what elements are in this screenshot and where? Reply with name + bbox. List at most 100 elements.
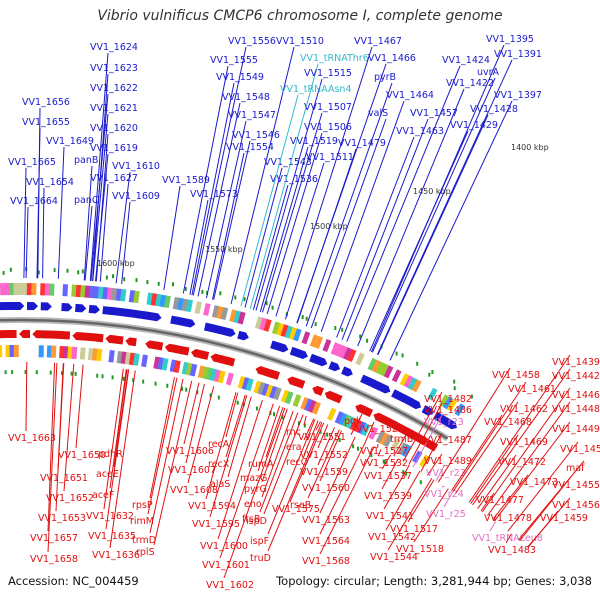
reverse-gene-arrow (426, 441, 439, 452)
label-connector (103, 368, 124, 510)
cog-tile (314, 335, 323, 349)
top-gene-label: VV1_1623 (90, 63, 138, 74)
cog-tile (173, 360, 181, 373)
top-gene-label: VV1_1422 (446, 78, 494, 89)
feature-tick (66, 268, 69, 273)
label-connector (443, 491, 454, 508)
cog-tile (273, 387, 282, 401)
feature-tick (35, 370, 38, 375)
feature-tick (357, 446, 359, 451)
top-gene-label: VV1_1506 (304, 122, 352, 133)
reverse-gene-arrow (52, 330, 64, 340)
top-gene-label: VV1_1467 (354, 36, 402, 47)
cog-tile (263, 318, 272, 332)
cog-tile (80, 285, 87, 298)
feature-tick (370, 453, 373, 458)
forward-gene-arrow (13, 301, 25, 311)
cog-tile (9, 344, 15, 358)
top-gene-label: pyrB (374, 72, 396, 83)
label-connector (149, 377, 175, 499)
reverse-gene-arrow (125, 337, 137, 347)
top-gene-label: VV1_1664 (10, 196, 58, 207)
reverse-gene-arrow (92, 333, 104, 343)
cog-tile (0, 345, 3, 358)
map-title: Vibrio vulnificus CMCP6 chromosome I, co… (97, 8, 503, 24)
bottom-gene-label: VV1_1632 (86, 511, 134, 522)
feature-tick (326, 432, 329, 437)
cog-tile (205, 367, 214, 381)
label-connector (319, 436, 356, 514)
bottom-gene-label: ispD (246, 516, 267, 527)
cog-tile (407, 377, 418, 391)
cog-tile (75, 284, 82, 298)
cog-tile (355, 352, 365, 366)
feature-tick (428, 372, 431, 377)
cog-tile (330, 342, 340, 356)
label-connector (296, 148, 357, 324)
label-connector (265, 407, 284, 458)
top-gene-label: VV1_1609 (112, 191, 160, 202)
cog-tile (213, 369, 222, 383)
reverse-gene-arrow (39, 330, 51, 339)
bottom-gene-label: VV1_1439 (552, 357, 600, 368)
cog-tile (194, 301, 202, 314)
bottom-gene-label: VV1_1552 (300, 450, 348, 461)
bottom-gene-label: VV1_1446 (552, 390, 600, 401)
feature-tick (298, 421, 300, 426)
reverse-gene-arrow (45, 330, 57, 339)
label-connector (441, 485, 445, 488)
feature-tick (236, 400, 239, 405)
label-connector (364, 421, 375, 442)
cog-tile (133, 290, 140, 304)
label-connector (319, 441, 367, 535)
feature-tick (383, 460, 386, 465)
label-connector (393, 431, 409, 457)
reverse-gene-arrow (330, 393, 343, 404)
cog-tile (253, 380, 262, 394)
cog-tile (379, 363, 390, 377)
cog-tile (237, 375, 246, 389)
cog-tile (229, 309, 238, 323)
feature-tick (416, 361, 419, 366)
cog-tile (338, 412, 348, 426)
feature-tick (382, 459, 385, 464)
cog-tile (265, 384, 274, 398)
label-connector (227, 396, 252, 478)
cog-tile (368, 426, 379, 440)
label-connector (303, 420, 319, 456)
cog-tile (71, 284, 77, 297)
cog-tile (26, 283, 32, 296)
cog-tile (411, 379, 422, 393)
label-connector (261, 410, 294, 498)
bottom-gene-label: VV1_r23 (426, 468, 466, 479)
bottom-gene-label: VV1_1461 (508, 384, 556, 395)
reverse-gene-arrow (5, 329, 17, 339)
label-connector (219, 403, 274, 559)
feature-tick (111, 375, 114, 380)
label-connector (341, 118, 429, 340)
feature-tick (341, 327, 344, 332)
reverse-gene-arrow (223, 356, 236, 367)
cog-tile (4, 283, 10, 296)
bottom-gene-label: VV1_1468 (484, 417, 532, 428)
label-connector (350, 413, 363, 436)
label-connector (385, 470, 421, 531)
bottom-gene-label: VV1_1541 (366, 511, 414, 522)
top-gene-label: VV1_1589 (162, 175, 210, 186)
label-connector (472, 368, 571, 506)
cog-tile (454, 403, 465, 417)
feature-tick (209, 393, 212, 398)
feature-tick (334, 326, 337, 330)
bottom-gene-label: maf (566, 463, 585, 474)
label-connector (317, 424, 329, 449)
bottom-gene-label: rseB (290, 500, 311, 511)
bottom-gene-label: VV1_1451 (560, 444, 600, 455)
top-gene-label: VV1_1547 (228, 110, 276, 121)
label-connector (492, 474, 529, 520)
cog-tile (0, 283, 6, 296)
cog-tile (403, 375, 414, 389)
bottom-gene-label: VV1_1608 (170, 485, 218, 496)
cog-tile (334, 343, 344, 357)
cog-tile (300, 397, 310, 410)
top-gene-label: VV1_1656 (22, 97, 70, 108)
